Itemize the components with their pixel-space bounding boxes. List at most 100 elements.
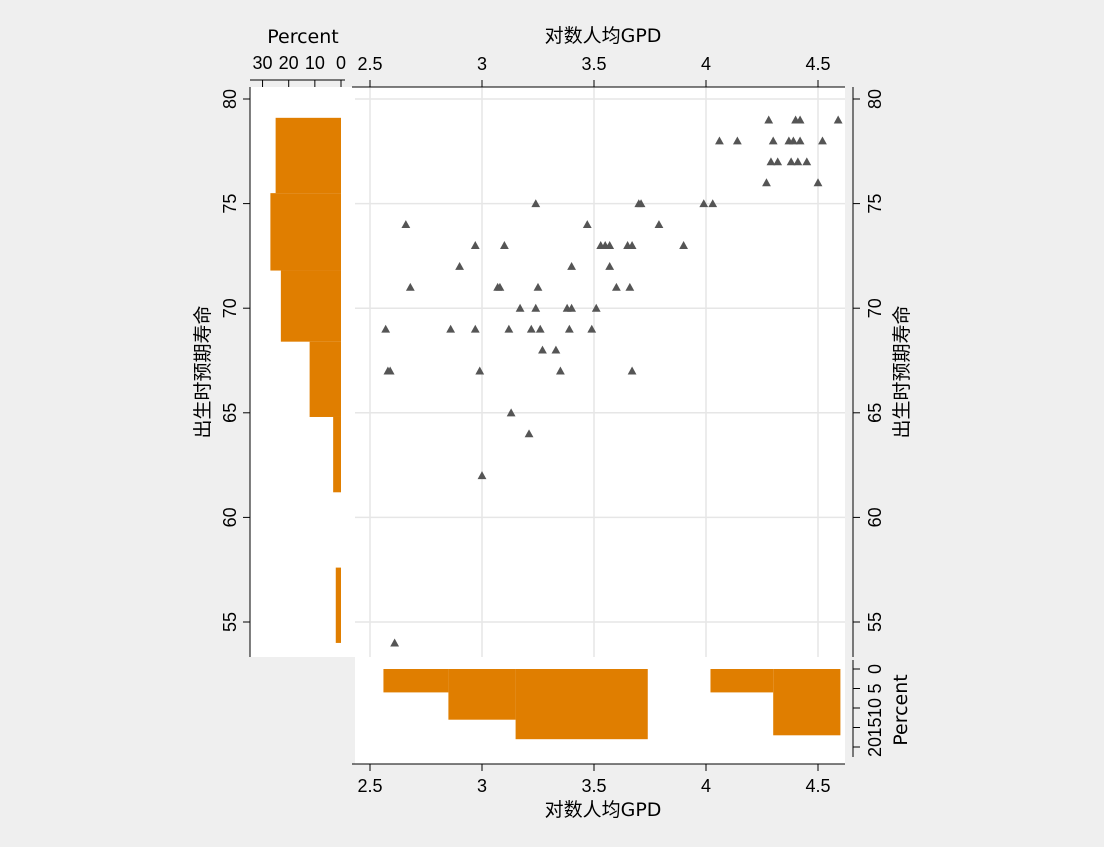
x-histogram-tick-label: 15	[865, 717, 885, 737]
scatter-point	[813, 178, 823, 187]
scatter-point	[715, 136, 724, 145]
scatter-point	[524, 429, 534, 438]
y-histogram-bar	[309, 341, 341, 417]
x-histogram-tick-label: 5	[865, 683, 885, 693]
x-tick-label-top: 2.5	[357, 54, 382, 74]
y-tick-label-left: 65	[220, 403, 240, 423]
scatter-point	[495, 282, 505, 291]
x-histogram-bar	[448, 669, 516, 720]
grid-lines	[355, 87, 845, 657]
scatter-point	[477, 471, 487, 480]
y-histogram-tick-label: 0	[336, 53, 346, 73]
y-tick-label-right: 60	[865, 507, 885, 527]
scatter-point	[654, 220, 664, 229]
scatter-point	[405, 282, 415, 291]
x-histogram-title: Percent	[890, 674, 912, 746]
scatter-point	[773, 157, 783, 166]
scatter-point	[381, 324, 391, 333]
scatter-point	[818, 136, 827, 145]
x-tick-label-bottom: 3.5	[581, 776, 606, 796]
scatter-point	[567, 261, 576, 270]
x-axis-title-bottom: 对数人均GPD	[545, 799, 662, 821]
scatter-point	[762, 178, 771, 187]
x-histogram-bar	[773, 669, 841, 736]
scatter-point	[788, 136, 798, 145]
scatter-point	[625, 282, 635, 291]
scatter-point	[795, 136, 805, 145]
scatter-point	[636, 199, 646, 208]
scatter-point	[793, 157, 803, 166]
x-tick-label-bottom: 4.5	[805, 776, 830, 796]
x-histogram-tick-label: 0	[865, 664, 885, 674]
scatter-point	[612, 282, 621, 291]
y-histogram-tick-label: 10	[305, 53, 325, 73]
scatter-point	[538, 345, 547, 354]
scatter-point	[455, 261, 464, 270]
x-tick-label-bottom: 4	[701, 776, 711, 796]
scatter-point	[699, 199, 709, 208]
scatter-point	[587, 324, 597, 333]
y-histogram-title: Percent	[267, 26, 339, 48]
y-histogram-bar	[270, 193, 341, 271]
scatter-point	[766, 157, 776, 166]
scatter-point	[515, 303, 525, 312]
scatter-point	[446, 324, 456, 333]
scatter-point	[401, 220, 411, 229]
y-tick-label-right: 70	[865, 298, 885, 318]
scatter-point	[531, 303, 541, 312]
scatter-point	[564, 324, 574, 333]
scatter-point	[385, 366, 395, 375]
y-tick-label-right: 75	[865, 194, 885, 214]
y-tick-label-left: 80	[220, 89, 240, 109]
y-tick-label-left: 75	[220, 194, 240, 214]
scatter-point	[470, 324, 480, 333]
scatter-point	[768, 136, 778, 145]
scatter-point	[551, 345, 561, 354]
x-histogram-bar	[383, 669, 449, 693]
scatter-point	[679, 241, 688, 249]
y-axis-title-left: 出生时预期寿命	[192, 305, 214, 438]
y-histogram-tick-label: 30	[253, 53, 273, 73]
scatter-point	[708, 199, 718, 208]
scatter-point	[531, 199, 541, 208]
axes: 2.5 2.5 3 3 3.5 3.5 4 4 4.5 4.5 55 55 60 60 65 65 70 70 75…	[220, 53, 885, 796]
scatter-point	[582, 220, 592, 229]
scatter-points	[381, 115, 843, 647]
scatter-point	[390, 638, 400, 647]
scatter-point	[627, 241, 637, 249]
scatter-point	[732, 136, 742, 145]
y-histogram-bar	[335, 567, 341, 643]
y-axis-title-right: 出生时预期寿命	[891, 305, 913, 438]
x-histogram-tick-label: 20	[865, 737, 885, 757]
y-histogram-bar	[333, 416, 341, 493]
scatter-plot-area	[355, 87, 845, 657]
scatter-point	[567, 303, 576, 312]
scatter-point	[506, 408, 516, 417]
y-tick-label-left: 60	[220, 507, 240, 527]
scatter-point	[533, 282, 543, 291]
scatter-point	[802, 157, 812, 166]
scatter-point	[627, 366, 637, 375]
y-tick-label-left: 70	[220, 298, 240, 318]
x-histogram-tick-label: 10	[865, 698, 885, 718]
x-tick-label-top: 3	[477, 54, 487, 74]
x-tick-label-top: 3.5	[581, 54, 606, 74]
x-tick-label-bottom: 2.5	[357, 776, 382, 796]
scatter-point	[591, 303, 601, 312]
scatter-point	[500, 241, 509, 249]
scatter-point	[556, 366, 565, 375]
x-histogram-bar	[710, 669, 774, 693]
x-tick-label-bottom: 3	[477, 776, 487, 796]
scatter-point	[833, 115, 843, 124]
scatter-point	[475, 366, 485, 375]
y-tick-label-right: 65	[865, 403, 885, 423]
x-tick-label-top: 4.5	[805, 54, 830, 74]
histogram-bars	[270, 117, 841, 740]
y-tick-label-right: 55	[865, 612, 885, 632]
scatter-point	[605, 241, 615, 249]
scatter-point	[605, 261, 615, 270]
scatter-point	[535, 324, 545, 333]
y-histogram-bar	[280, 270, 341, 342]
y-tick-label-right: 80	[865, 89, 885, 109]
